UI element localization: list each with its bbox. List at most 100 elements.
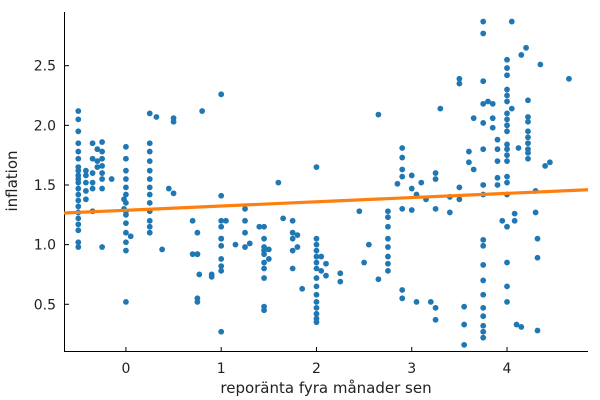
- y-tick-label: 0.5: [34, 297, 56, 313]
- data-point: [437, 105, 444, 112]
- data-point: [399, 145, 406, 151]
- data-point: [218, 328, 225, 335]
- data-point: [99, 176, 106, 182]
- data-point: [511, 210, 518, 217]
- data-point: [83, 179, 89, 186]
- data-point: [83, 188, 89, 194]
- data-point: [313, 310, 320, 317]
- axes: [64, 12, 588, 352]
- data-point: [480, 334, 487, 341]
- data-point: [108, 176, 115, 182]
- data-point: [194, 298, 201, 305]
- x-tick-label: 2: [312, 361, 321, 377]
- data-point: [456, 196, 463, 203]
- data-point: [494, 182, 501, 188]
- data-point: [432, 205, 439, 212]
- data-point: [159, 246, 166, 253]
- data-point: [525, 149, 531, 156]
- data-point: [265, 246, 272, 253]
- data-point: [313, 164, 320, 170]
- data-point: [165, 185, 172, 192]
- data-point: [289, 229, 296, 236]
- data-point: [313, 283, 320, 290]
- data-point: [480, 120, 487, 126]
- data-point: [408, 207, 415, 213]
- data-point: [123, 298, 129, 305]
- data-point: [275, 179, 282, 186]
- data-point: [75, 128, 82, 135]
- data-point: [170, 190, 177, 197]
- data-point: [504, 65, 510, 71]
- data-point: [313, 241, 320, 248]
- x-tick-label: 1: [217, 361, 226, 377]
- data-point: [89, 170, 96, 176]
- data-point: [94, 158, 101, 165]
- data-point: [375, 111, 382, 118]
- data-point: [385, 260, 391, 267]
- data-point: [399, 173, 406, 180]
- data-point: [246, 240, 253, 247]
- data-point: [504, 223, 510, 230]
- data-point: [513, 321, 520, 328]
- data-point: [89, 140, 96, 147]
- data-point: [546, 159, 553, 166]
- data-point: [99, 162, 106, 169]
- data-point: [432, 176, 439, 182]
- data-point: [89, 185, 96, 192]
- data-point: [123, 143, 129, 150]
- data-point: [461, 303, 468, 310]
- data-point: [261, 223, 267, 230]
- data-point: [461, 321, 468, 328]
- data-point: [313, 259, 320, 266]
- data-point: [123, 176, 129, 182]
- data-point: [75, 203, 82, 210]
- data-point: [480, 262, 487, 268]
- data-point: [525, 134, 531, 141]
- data-point: [218, 217, 225, 224]
- data-point: [146, 110, 153, 117]
- data-point: [504, 128, 510, 135]
- data-point: [534, 254, 541, 261]
- data-point: [542, 162, 549, 169]
- data-point: [75, 116, 82, 123]
- data-point: [385, 208, 391, 215]
- data-point: [261, 265, 267, 272]
- data-point: [75, 167, 82, 174]
- data-point: [261, 251, 267, 258]
- y-tick-label: 1.0: [34, 238, 56, 254]
- data-point: [470, 166, 477, 173]
- data-point: [261, 275, 267, 281]
- data-point: [494, 158, 501, 165]
- data-point: [123, 191, 129, 198]
- data-point: [525, 128, 531, 135]
- data-point: [123, 155, 129, 162]
- y-ticks: 0.5 1.0 1.5 2.0 2.5: [34, 59, 69, 313]
- data-point: [99, 244, 106, 250]
- data-point: [313, 319, 320, 326]
- data-point: [218, 192, 225, 199]
- data-point: [89, 155, 96, 162]
- data-point: [385, 214, 391, 221]
- data-point: [99, 170, 106, 176]
- x-axis-title: reporänta fyra månader sen: [220, 379, 431, 397]
- data-point: [232, 241, 239, 248]
- data-point: [337, 270, 344, 277]
- data-point: [480, 236, 487, 243]
- data-point: [313, 304, 320, 311]
- data-point: [408, 172, 415, 179]
- data-point: [146, 223, 153, 230]
- data-point: [461, 341, 468, 348]
- data-point: [525, 118, 531, 125]
- y-axis-title: inflation: [3, 150, 21, 211]
- data-point: [525, 140, 531, 147]
- data-point: [525, 97, 531, 104]
- data-point: [356, 208, 363, 215]
- data-point: [223, 217, 229, 224]
- data-point: [337, 278, 344, 285]
- data-point: [399, 287, 406, 293]
- data-point: [99, 185, 106, 192]
- data-point: [75, 140, 82, 147]
- data-point: [515, 145, 522, 151]
- data-point: [123, 167, 129, 174]
- data-point: [508, 18, 515, 25]
